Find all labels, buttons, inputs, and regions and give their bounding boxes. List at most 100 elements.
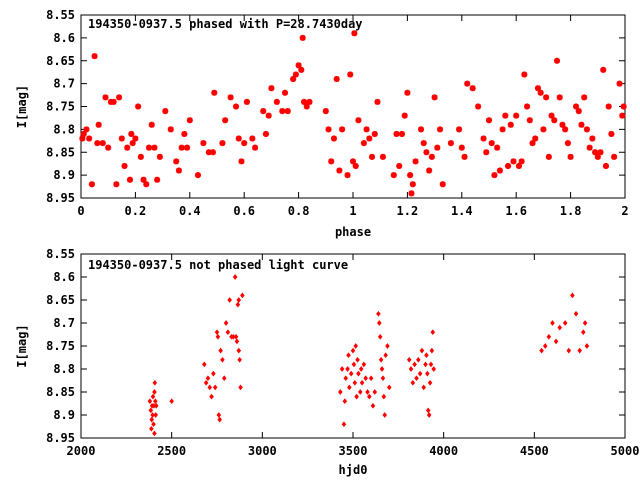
chart-title: 194350-0937.5 phased with P=28.7430day [88,17,363,31]
data-point [236,347,242,354]
y-tick-label: 8.8 [53,362,75,376]
data-point [420,140,427,147]
data-point [330,135,337,142]
data-point [350,158,356,165]
data-point [423,361,428,368]
data-point [377,320,382,326]
data-point [153,398,158,405]
data-point [212,384,218,391]
data-point [361,361,367,368]
data-point [351,361,357,368]
data-point [366,135,373,142]
data-point [175,167,182,174]
data-point [546,333,552,340]
data-point [209,149,216,156]
data-point [502,112,509,119]
data-point [358,366,364,372]
data-point [428,361,434,368]
data-point [217,416,222,423]
data-point [359,379,365,386]
data-point [95,121,102,128]
data-point [418,126,424,133]
data-point [339,126,346,133]
axis-ticks [80,253,626,439]
data-point [88,181,95,188]
data-point [393,130,400,137]
data-point [353,343,358,349]
data-point [129,140,136,147]
data-point [222,117,229,124]
y-tick-label: 8.55 [46,8,75,22]
data-point [379,153,386,160]
data-point [372,389,378,395]
data-point [223,320,229,326]
data-point [401,112,408,119]
data-point [202,361,207,368]
data-point [377,333,383,340]
data-point [381,393,387,400]
data-point [150,393,156,400]
data-point [570,292,575,299]
data-point [200,140,207,147]
x-tick-label: 1 [349,204,356,218]
x-tick-label: 1.8 [560,204,582,218]
data-points [79,30,627,197]
data-point [343,375,349,382]
data-point [480,135,487,142]
data-point [345,366,350,372]
plot-frame [80,14,626,199]
data-point [421,384,426,391]
data-point [355,356,360,363]
data-point [298,66,305,73]
data-point [584,343,590,349]
data-point [582,320,588,326]
data-point [581,94,588,101]
data-point [356,370,361,377]
data-point [150,412,155,418]
data-point [80,130,87,137]
data-point [616,80,623,87]
data-point [430,329,436,336]
data-point [262,130,269,137]
data-point [382,412,388,418]
data-point [564,140,571,147]
data-point [589,135,596,142]
data-point [240,292,245,299]
data-point [149,425,154,432]
data-point [352,162,359,169]
data-point [429,347,435,354]
x-tick-label: 4500 [520,444,549,458]
data-point [279,108,286,115]
data-point [414,375,419,382]
data-point [597,149,604,156]
y-tick-label: 8.9 [53,168,75,182]
data-point [494,144,501,151]
data-points [147,274,590,437]
data-point [211,89,218,96]
data-point [99,140,106,147]
data-point [169,398,174,405]
data-point [404,89,411,96]
data-point [608,130,615,137]
data-point [567,153,574,160]
data-point [583,126,590,133]
data-point [235,135,242,142]
data-point [243,98,250,105]
data-point [507,121,514,128]
data-point [79,135,86,142]
x-tick-label: 3000 [248,444,277,458]
x-axis-label: phase [335,225,371,239]
data-point [469,85,476,92]
data-point [148,407,154,414]
y-axis-label: I[mag] [15,324,29,367]
x-tick-label: 3500 [339,444,368,458]
data-point [295,62,302,69]
data-point [540,126,547,133]
data-point [140,176,147,183]
data-point [416,356,421,363]
data-point [412,361,417,368]
data-point [461,153,468,160]
data-point [376,310,381,317]
data-point [322,108,329,115]
data-point [557,324,562,331]
